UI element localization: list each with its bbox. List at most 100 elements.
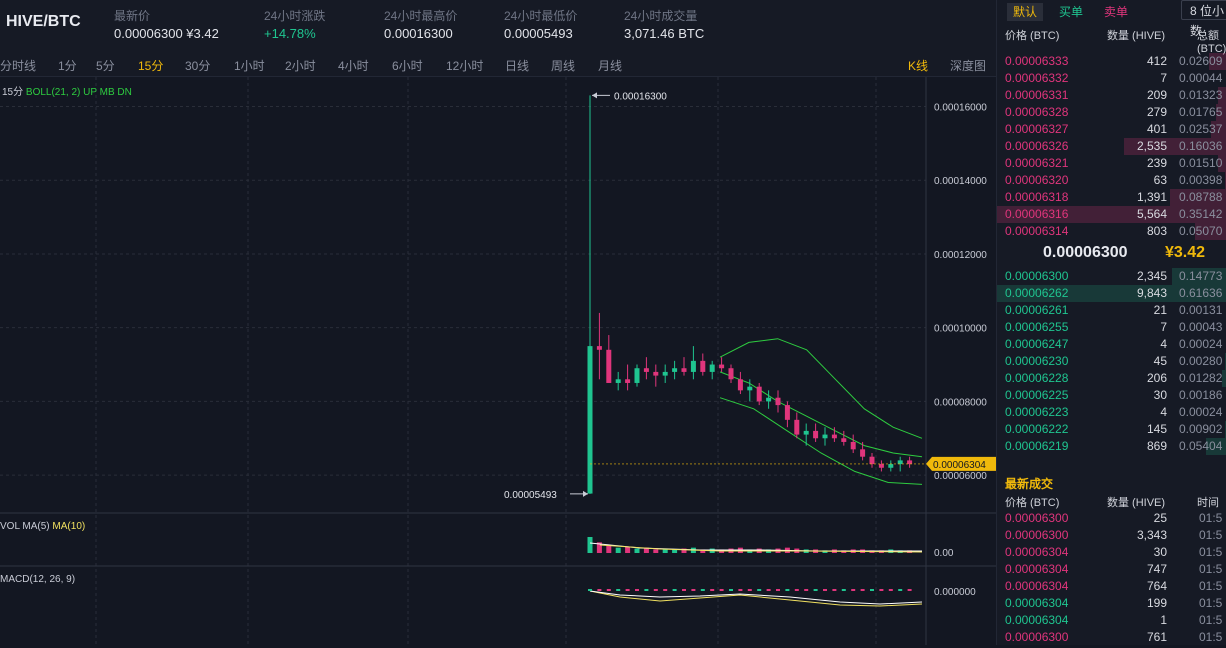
price: 0.00006223 bbox=[1005, 404, 1068, 421]
trade-price: 0.00006304 bbox=[1005, 612, 1068, 629]
quantity: 4 bbox=[1160, 404, 1167, 421]
tf-1d[interactable]: 日线 bbox=[505, 57, 529, 74]
decimals-select[interactable]: 8 位小数 bbox=[1181, 0, 1226, 20]
volume-24h-label: 24小时成交量 bbox=[624, 7, 697, 24]
total: 0.01510 bbox=[1179, 155, 1222, 172]
candle-body bbox=[879, 464, 884, 468]
low-24h-label: 24小时最低价 bbox=[504, 7, 577, 24]
chart-bg bbox=[0, 77, 996, 645]
macd-histogram-bar bbox=[588, 589, 592, 591]
tf-15m[interactable]: 15分 bbox=[138, 57, 163, 74]
total: 0.00131 bbox=[1179, 302, 1222, 319]
total: 0.08788 bbox=[1179, 189, 1222, 206]
price: 0.00006320 bbox=[1005, 172, 1068, 189]
tf-1m[interactable]: 1分 bbox=[58, 57, 77, 74]
macd-histogram-bar bbox=[748, 589, 752, 591]
price: 0.00006255 bbox=[1005, 319, 1068, 336]
trade-price: 0.00006304 bbox=[1005, 578, 1068, 595]
tf-2h[interactable]: 2小时 bbox=[285, 57, 316, 74]
tf-6h[interactable]: 6小时 bbox=[392, 57, 423, 74]
candle-body bbox=[766, 398, 771, 402]
tf-timeline[interactable]: 分时线 bbox=[0, 57, 36, 74]
price: 0.00006247 bbox=[1005, 336, 1068, 353]
depth-chart-tab[interactable]: 深度图 bbox=[950, 57, 986, 74]
high-24h-label: 24小时最高价 bbox=[384, 7, 457, 24]
last-price-label: 最新价 bbox=[114, 7, 150, 24]
trade-time: 01:5 bbox=[1199, 561, 1222, 578]
quantity: 209 bbox=[1147, 87, 1167, 104]
total: 0.00186 bbox=[1179, 387, 1222, 404]
depth-bar bbox=[1222, 370, 1226, 387]
price: 0.00006328 bbox=[1005, 104, 1068, 121]
price: 0.00006326 bbox=[1005, 138, 1068, 155]
total: 0.01765 bbox=[1179, 104, 1222, 121]
pair-title[interactable]: HIVE/BTC bbox=[6, 13, 81, 31]
candle-body bbox=[907, 460, 912, 464]
macd-histogram-bar bbox=[795, 589, 799, 591]
tf-1w[interactable]: 周线 bbox=[551, 57, 575, 74]
quantity: 7 bbox=[1160, 70, 1167, 87]
trade-time: 01:5 bbox=[1199, 595, 1222, 612]
mid-price-cny: ¥3.42 bbox=[1165, 244, 1205, 262]
total: 0.00280 bbox=[1179, 353, 1222, 370]
candle-body bbox=[700, 361, 705, 372]
boll-label: BOLL(21, 2) UP MB DN bbox=[26, 87, 132, 98]
price: 0.00006327 bbox=[1005, 121, 1068, 138]
tf-30m[interactable]: 30分 bbox=[185, 57, 210, 74]
volume-bar bbox=[635, 549, 640, 553]
tf-5m[interactable]: 5分 bbox=[96, 57, 115, 74]
candle-body bbox=[691, 361, 696, 372]
trade-price: 0.00006300 bbox=[1005, 629, 1068, 645]
candle-body bbox=[663, 372, 668, 376]
candle-body bbox=[747, 387, 752, 391]
total: 0.00043 bbox=[1179, 319, 1222, 336]
candle-body bbox=[794, 420, 799, 435]
tf-12h[interactable]: 12小时 bbox=[446, 57, 483, 74]
tab-default[interactable]: 默认 bbox=[1007, 3, 1043, 21]
tf-1mo[interactable]: 月线 bbox=[598, 57, 622, 74]
ob-qty-header: 数量 (HIVE) bbox=[1107, 27, 1165, 43]
macd-tick-label: 0.000000 bbox=[934, 587, 976, 598]
tf-4h[interactable]: 4小时 bbox=[338, 57, 369, 74]
macd-histogram-bar bbox=[682, 589, 686, 591]
quantity: 401 bbox=[1147, 121, 1167, 138]
kline-tab[interactable]: K线 bbox=[908, 57, 928, 74]
tab-buy-orders[interactable]: 买单 bbox=[1053, 3, 1089, 21]
macd-histogram-bar bbox=[776, 589, 780, 591]
quantity: 239 bbox=[1147, 155, 1167, 172]
tf-1h[interactable]: 1小时 bbox=[234, 57, 265, 74]
chart-canvas[interactable]: 0.000160000.000140000.000120000.00010000… bbox=[0, 77, 996, 645]
trade-qty: 1 bbox=[1160, 612, 1167, 629]
high-price-annotation: 0.00016300 bbox=[614, 91, 667, 102]
tab-sell-orders[interactable]: 卖单 bbox=[1098, 3, 1134, 21]
macd-histogram-bar bbox=[832, 589, 836, 591]
trade-price: 0.00006304 bbox=[1005, 544, 1068, 561]
